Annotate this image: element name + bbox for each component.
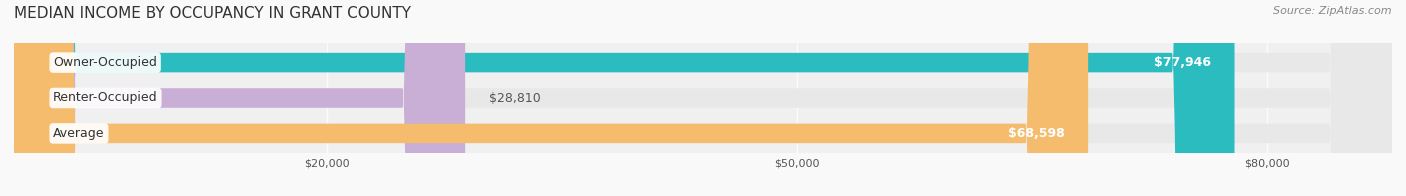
Text: Renter-Occupied: Renter-Occupied <box>53 92 157 104</box>
Text: $77,946: $77,946 <box>1154 56 1211 69</box>
Text: Owner-Occupied: Owner-Occupied <box>53 56 157 69</box>
FancyBboxPatch shape <box>14 0 465 196</box>
FancyBboxPatch shape <box>14 0 1234 196</box>
Text: $28,810: $28,810 <box>489 92 540 104</box>
FancyBboxPatch shape <box>14 0 1392 196</box>
Text: Source: ZipAtlas.com: Source: ZipAtlas.com <box>1274 6 1392 16</box>
Text: $68,598: $68,598 <box>1008 127 1064 140</box>
FancyBboxPatch shape <box>14 0 1088 196</box>
Text: MEDIAN INCOME BY OCCUPANCY IN GRANT COUNTY: MEDIAN INCOME BY OCCUPANCY IN GRANT COUN… <box>14 6 411 21</box>
FancyBboxPatch shape <box>14 0 1392 196</box>
Text: Average: Average <box>53 127 104 140</box>
FancyBboxPatch shape <box>14 0 1392 196</box>
